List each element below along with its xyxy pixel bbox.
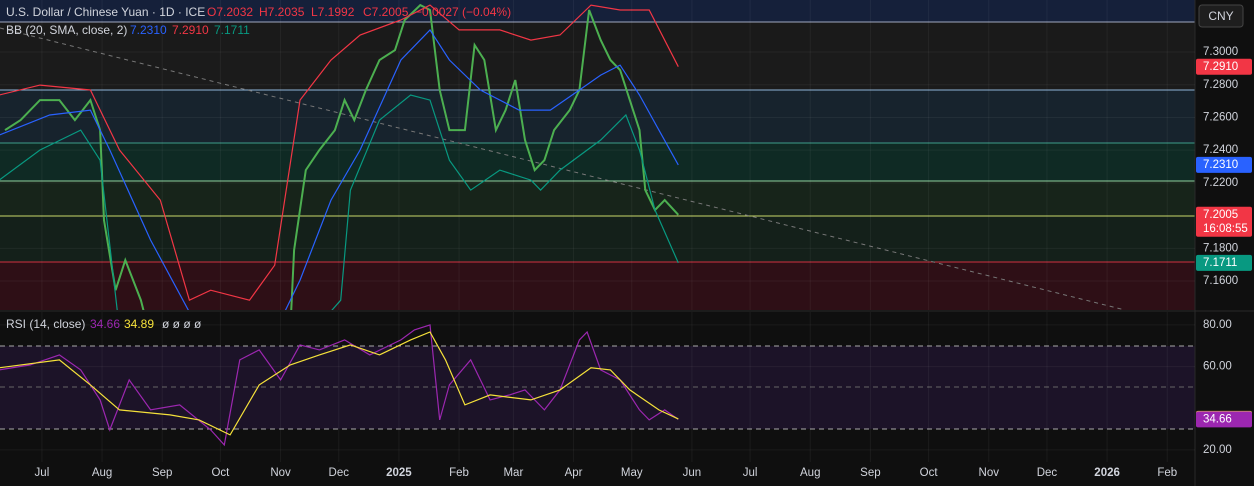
y-tick-label: 7.2400 (1203, 144, 1238, 156)
y-tick-label: 7.1800 (1203, 242, 1238, 254)
x-tick-label: Sep (152, 467, 172, 479)
price-tag (1196, 254, 1252, 271)
x-tick-label: 2025 (386, 467, 412, 479)
y-tick-label: 7.1600 (1203, 275, 1238, 287)
currency[interactable]: CNY (1208, 9, 1233, 23)
bb-label: BB (20, SMA, close, 2) (6, 23, 127, 37)
close: C7.2005 (363, 5, 409, 19)
x-tick-label: Mar (503, 467, 523, 479)
x-tick-label: Jul (743, 467, 758, 479)
price-tag-label: 7.2005 (1203, 209, 1238, 221)
rsi-value: 34.66 (90, 317, 120, 331)
bb-basis: 7.2310 (130, 23, 167, 37)
series-line (0, 324, 679, 447)
series-line (0, 331, 679, 436)
x-tick-label: Aug (92, 467, 112, 479)
currency-button[interactable] (1198, 4, 1244, 28)
price-tag-label: 7.2910 (1203, 61, 1238, 73)
x-tick-label: Nov (979, 467, 1000, 479)
x-tick-label: Oct (920, 467, 939, 479)
y-tick-label: 7.2800 (1203, 79, 1238, 91)
pane (0, 324, 1195, 451)
series-line (0, 28, 679, 310)
y-tick-label: 20.00 (1203, 444, 1232, 456)
rsi-ma-value: 34.89 (124, 317, 154, 331)
x-tick-label: Feb (1157, 467, 1177, 479)
series-line (0, 4, 679, 302)
x-tick-label: May (621, 467, 643, 479)
price-tag (1196, 156, 1252, 173)
price-tag (1196, 206, 1252, 237)
x-tick-label: Apr (565, 467, 583, 479)
x-tick-label: 2026 (1094, 467, 1120, 479)
open: O7.2032 (207, 5, 253, 19)
y-tick-label: 60.00 (1203, 361, 1232, 373)
low: L7.1992 (311, 5, 355, 19)
x-tick-label: Dec (329, 467, 350, 479)
high: H7.2035 (259, 5, 305, 19)
symbol-title: U.S. Dollar / Chinese Yuan · 1D · ICE (6, 5, 205, 19)
y-tick-label: 80.00 (1203, 319, 1232, 331)
price-tag (1196, 58, 1252, 75)
countdown: 16:08:55 (1203, 223, 1248, 235)
rsi-extra: ø ø ø ø (162, 317, 202, 331)
change: −0.0027 (−0.04%) (415, 5, 511, 19)
series-line (0, 94, 679, 310)
x-tick-label: Jul (35, 467, 50, 479)
bb-lower: 7.1711 (214, 23, 250, 37)
x-tick-label: Feb (449, 467, 469, 479)
x-tick-label: Jun (683, 467, 702, 479)
price-tag-label: 7.2310 (1203, 159, 1238, 171)
x-tick-label: Dec (1037, 467, 1058, 479)
price-zones (0, 0, 1195, 311)
rsi-label: RSI (14, close) (6, 317, 85, 331)
y-tick-label: 7.2600 (1203, 111, 1238, 123)
pane (0, 3, 1195, 310)
price-tag-label: 7.1711 (1203, 257, 1237, 269)
y-tick-label: 7.2200 (1203, 177, 1238, 189)
x-tick-label: Sep (860, 467, 880, 479)
x-tick-label: Oct (211, 467, 230, 479)
series-line (4, 3, 680, 310)
x-tick-label: Aug (800, 467, 820, 479)
x-tick-label: Nov (270, 467, 291, 479)
y-tick-label: 7.3000 (1203, 46, 1238, 58)
bb-upper: 7.2910 (172, 23, 209, 37)
price-tag-label: 34.66 (1203, 413, 1232, 425)
price-tag (1196, 411, 1252, 428)
